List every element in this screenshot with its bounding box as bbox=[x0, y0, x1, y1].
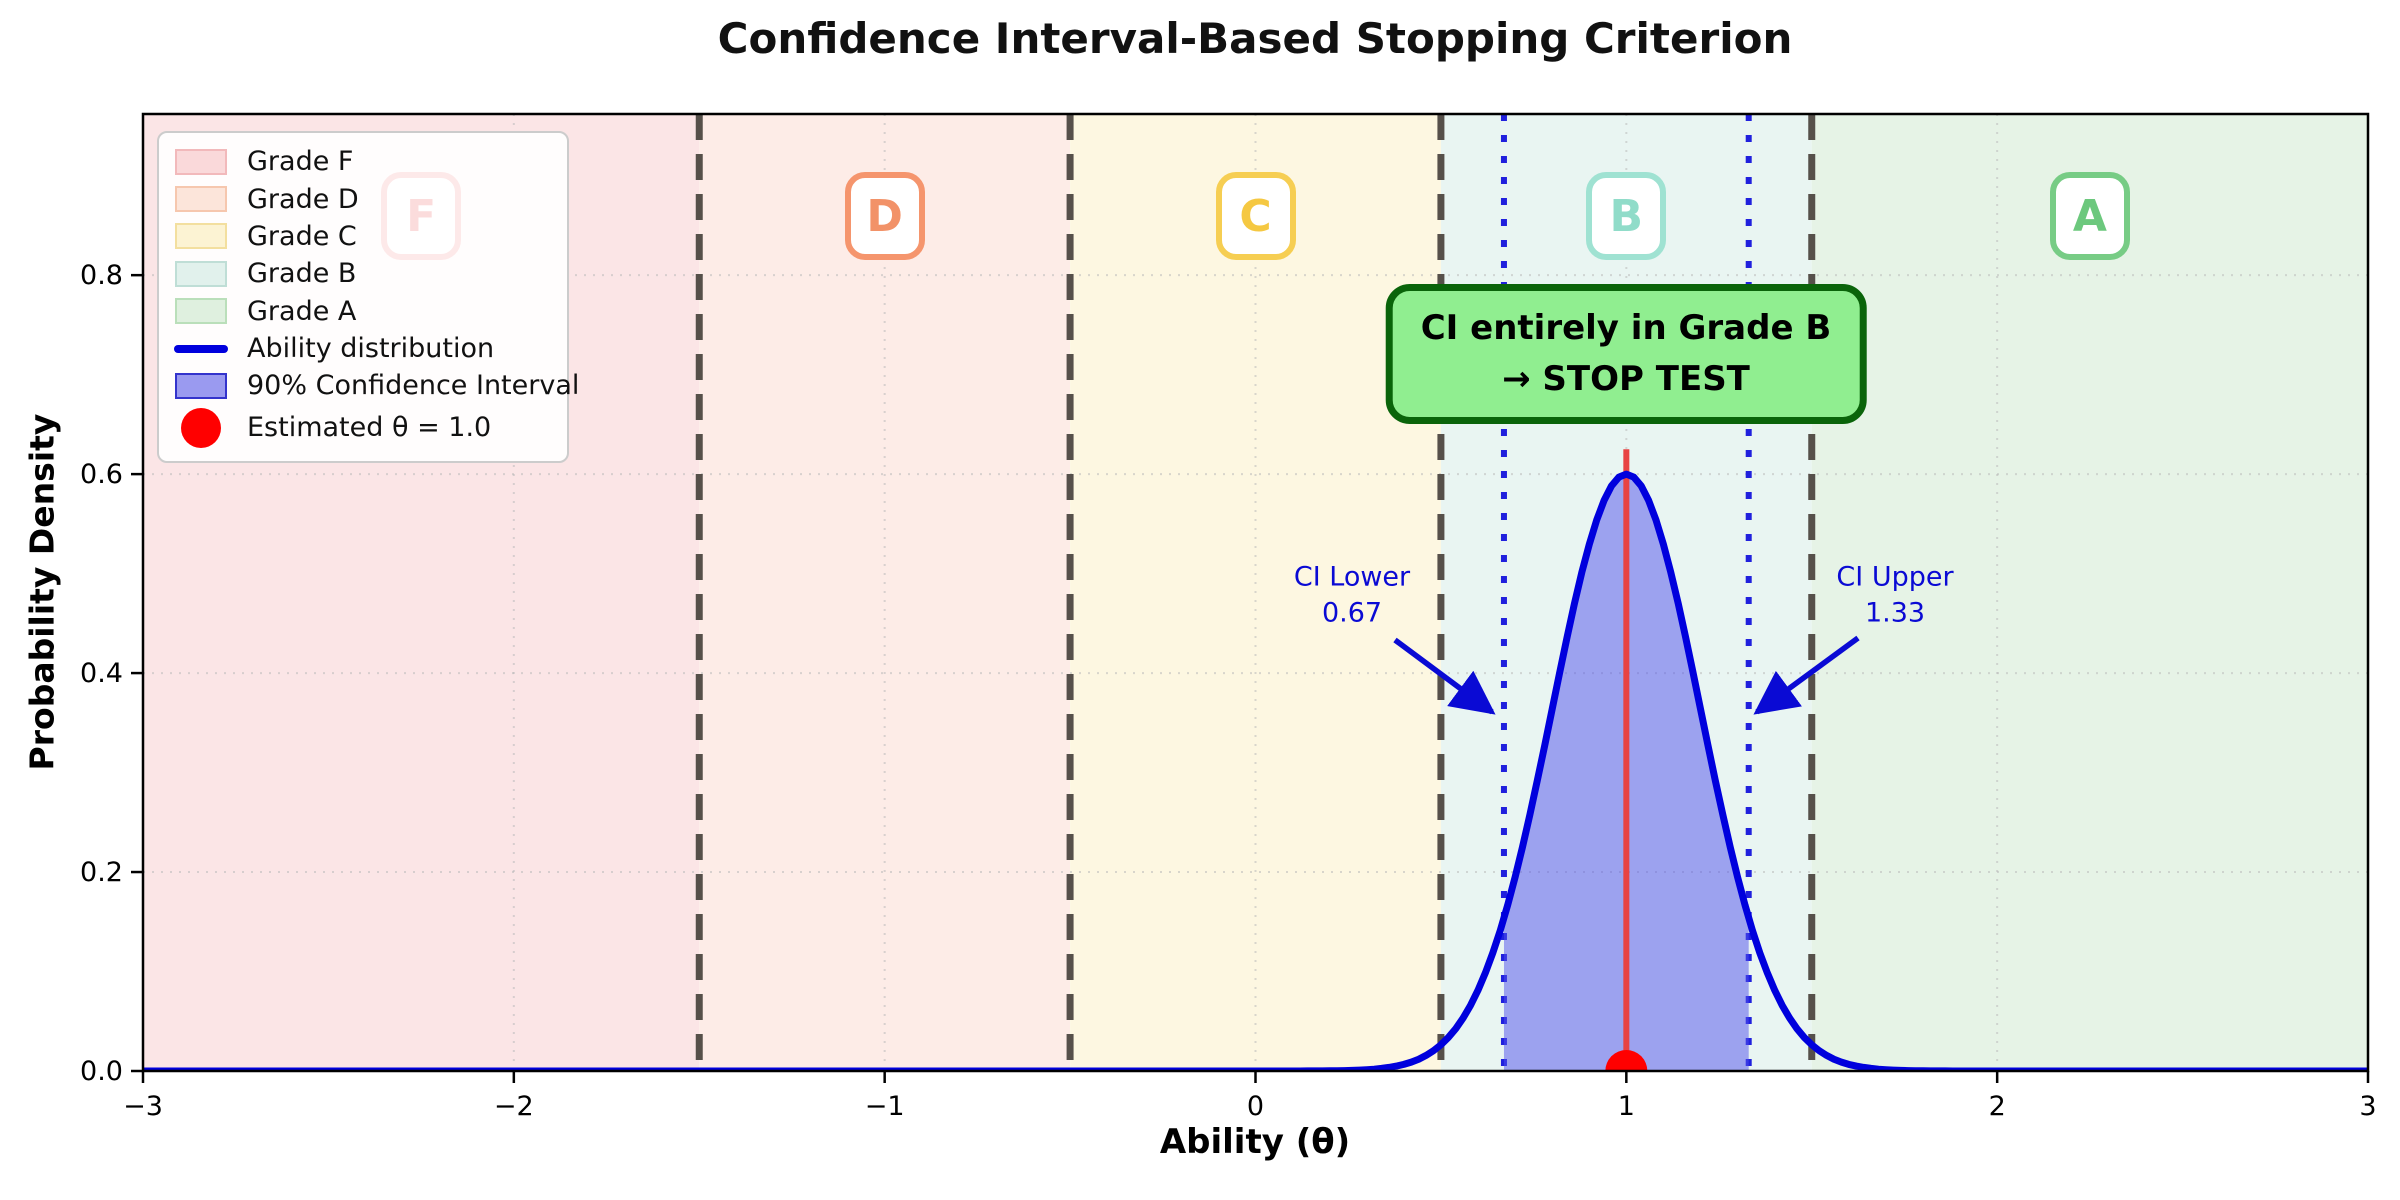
legend-label: Grade F bbox=[247, 146, 354, 178]
legend-label: Ability distribution bbox=[247, 333, 495, 365]
y-tick-label: 0.8 bbox=[80, 260, 123, 291]
legend-patch-swatch-icon bbox=[173, 186, 229, 213]
legend-patch-swatch-icon bbox=[173, 298, 229, 325]
grade-badge-b: B bbox=[1586, 172, 1667, 260]
x-tick-label: 1 bbox=[1618, 1091, 1635, 1122]
ci-upper-label-text: CI Upper bbox=[1836, 561, 1954, 593]
legend-label: Grade A bbox=[247, 295, 357, 327]
grade-badge-a: A bbox=[2049, 172, 2130, 260]
legend-patch-swatch-icon bbox=[173, 372, 229, 399]
legend-item-grade-a: Grade A bbox=[173, 296, 553, 327]
legend-label: Estimated θ = 1.0 bbox=[247, 412, 492, 444]
legend-patch-swatch-icon bbox=[173, 260, 229, 287]
ci-lower-label-text: CI Lower bbox=[1293, 561, 1411, 593]
legend-label: Grade B bbox=[247, 258, 357, 290]
legend-item-estimated-1-0: Estimated θ = 1.0 bbox=[173, 407, 553, 448]
ci-upper-label: CI Upper 1.33 bbox=[1836, 560, 1953, 633]
legend-label: Grade D bbox=[247, 183, 359, 215]
legend-item-ability-distribution: Ability distribution bbox=[173, 333, 553, 364]
y-tick-label: 0.2 bbox=[80, 857, 123, 888]
legend-item-grade-f: Grade F bbox=[173, 146, 553, 177]
stop-annotation: CI entirely in Grade B → STOP TEST bbox=[1385, 284, 1867, 424]
grade-badge-f: F bbox=[381, 172, 462, 260]
ci-upper-label-value: 1.33 bbox=[1864, 598, 1926, 629]
x-tick-label: −1 bbox=[865, 1091, 905, 1122]
y-tick-label: 0.4 bbox=[80, 658, 123, 689]
figure-title: Confidence Interval-Based Stopping Crite… bbox=[717, 14, 1793, 63]
grade-region-a bbox=[1811, 114, 2368, 1071]
stop-annotation-line1: CI entirely in Grade B bbox=[1420, 308, 1832, 348]
x-tick-label: 3 bbox=[2359, 1091, 2376, 1122]
legend-label: 90% Confidence Interval bbox=[247, 370, 580, 402]
x-axis-label: Ability (θ) bbox=[1159, 1122, 1351, 1162]
x-tick-label: −2 bbox=[494, 1091, 534, 1122]
x-tick-label: −3 bbox=[123, 1091, 163, 1122]
y-axis-label: Probability Density bbox=[22, 413, 62, 771]
legend-label: Grade C bbox=[247, 220, 357, 252]
ci-lower-label: CI Lower 0.67 bbox=[1294, 560, 1410, 633]
legend-item-grade-c: Grade C bbox=[173, 221, 553, 252]
legend-marker-swatch-icon bbox=[173, 407, 229, 448]
stop-annotation-line2: → STOP TEST bbox=[1502, 359, 1750, 399]
legend: Grade F Grade D Grade C Grade B Grade A Abili… bbox=[157, 131, 579, 463]
ci-lower-label-value: 0.67 bbox=[1321, 598, 1383, 629]
ci-lower-arrow bbox=[1393, 637, 1496, 715]
x-tick-label: 0 bbox=[1247, 1091, 1264, 1122]
legend-item-90-confidence-interval: 90% Confidence Interval bbox=[173, 370, 579, 401]
ci-upper-arrow bbox=[1753, 635, 1860, 715]
legend-item-grade-d: Grade D bbox=[173, 184, 553, 215]
y-tick-label: 0.0 bbox=[80, 1056, 123, 1087]
legend-line-swatch-icon bbox=[173, 344, 229, 353]
grade-badge-d: D bbox=[844, 172, 925, 260]
estimate-marker bbox=[1605, 1050, 1648, 1071]
x-tick-label: 2 bbox=[1989, 1091, 2006, 1122]
legend-patch-swatch-icon bbox=[173, 148, 229, 175]
legend-patch-swatch-icon bbox=[173, 223, 229, 250]
y-tick-label: 0.6 bbox=[80, 459, 123, 490]
legend-item-grade-b: Grade B bbox=[173, 258, 553, 289]
grade-badge-c: C bbox=[1215, 172, 1296, 260]
